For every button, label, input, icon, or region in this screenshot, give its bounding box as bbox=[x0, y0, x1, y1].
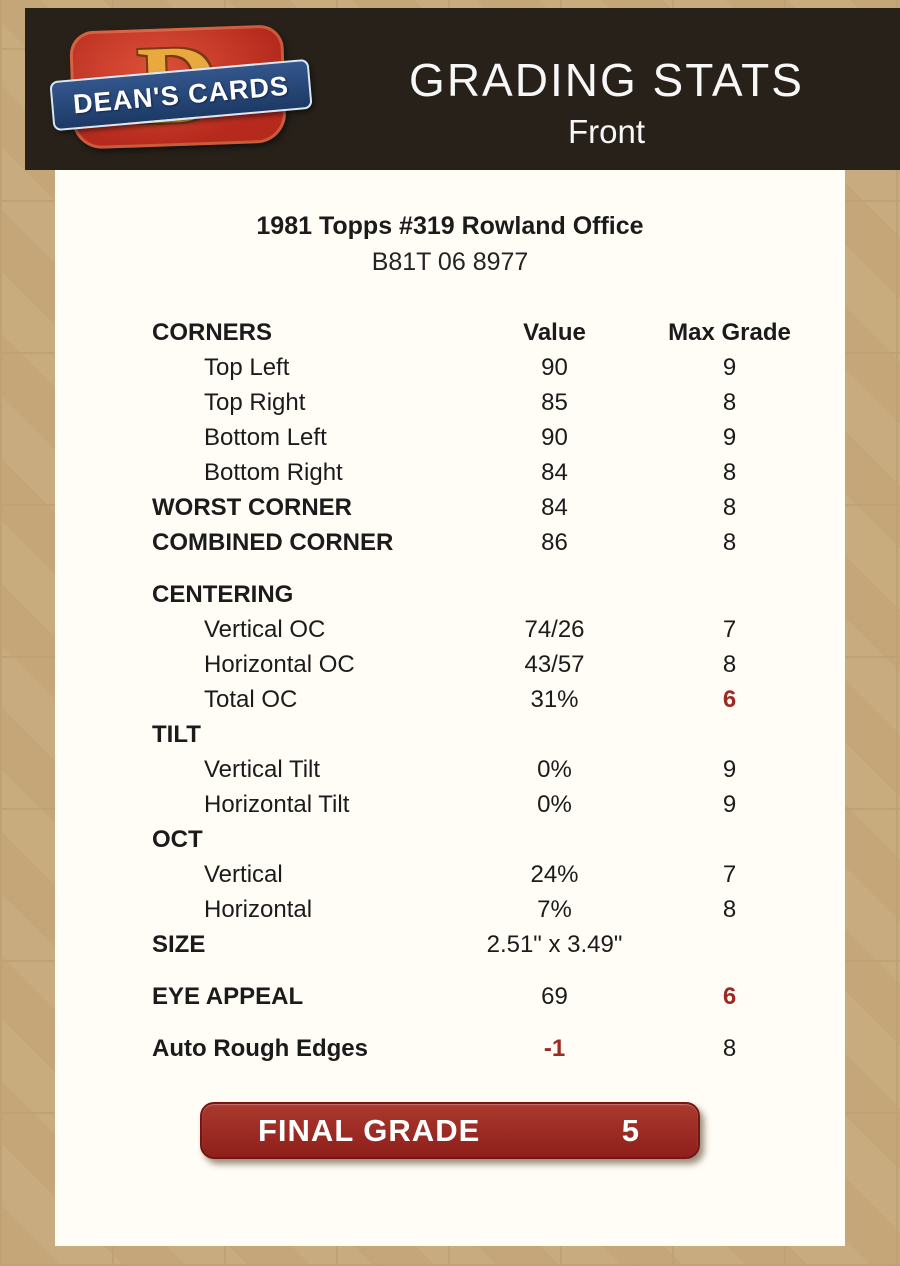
deans-cards-logo: D DEAN'S CARDS bbox=[49, 14, 329, 164]
stat-label: Vertical Tilt bbox=[204, 755, 321, 783]
stat-value: 43/57 bbox=[524, 650, 585, 678]
stat-max-grade: 8 bbox=[722, 458, 737, 486]
stats-row: Horizontal Tilt 0% 9 bbox=[152, 787, 817, 822]
stats-spacer bbox=[152, 560, 817, 577]
final-grade-value: 5 bbox=[621, 1112, 640, 1148]
stat-max-grade: 8 bbox=[722, 895, 737, 923]
stat-value: 0% bbox=[537, 790, 572, 818]
stat-label: Vertical bbox=[204, 860, 283, 888]
stats-row: COMBINED CORNER 86 8 bbox=[152, 525, 817, 560]
stats-row: CENTERING bbox=[152, 577, 817, 612]
stat-label: Vertical OC bbox=[204, 615, 326, 643]
stats-row: Total OC 31% 6 bbox=[152, 682, 817, 717]
stat-label: COMBINED CORNER bbox=[152, 528, 394, 556]
stats-row: Vertical OC 74/26 7 bbox=[152, 612, 817, 647]
stat-max-grade: 9 bbox=[722, 790, 737, 818]
stat-value: 31% bbox=[530, 685, 579, 713]
stat-max-grade: 7 bbox=[722, 615, 737, 643]
stat-label: Top Right bbox=[204, 388, 306, 416]
stat-value: 24% bbox=[530, 860, 579, 888]
stat-label: Horizontal bbox=[204, 895, 313, 923]
logo-text: DEAN'S CARDS bbox=[71, 70, 291, 119]
stat-max-grade: 8 bbox=[722, 388, 737, 416]
header-bar: D DEAN'S CARDS GRADING STATS Front bbox=[25, 8, 900, 170]
stat-value: 69 bbox=[541, 982, 568, 1010]
stat-label: CENTERING bbox=[152, 580, 294, 608]
stat-value: 90 bbox=[541, 423, 568, 451]
stats-row: Top Right 85 8 bbox=[152, 385, 817, 420]
content-panel: 1981 Topps #319 Rowland Office B81T 06 8… bbox=[55, 170, 845, 1246]
header-titles: GRADING STATS Front bbox=[329, 27, 900, 152]
stat-max-grade: 8 bbox=[722, 528, 737, 556]
card-title: 1981 Topps #319 Rowland Office bbox=[256, 212, 644, 240]
stats-row: EYE APPEAL 69 6 bbox=[152, 979, 817, 1014]
stat-label: TILT bbox=[152, 720, 201, 748]
stat-label: EYE APPEAL bbox=[152, 982, 304, 1010]
stat-value: 74/26 bbox=[524, 615, 585, 643]
stats-row: OCT bbox=[152, 822, 817, 857]
stat-max-grade: 8 bbox=[722, 493, 737, 521]
stat-value: 90 bbox=[541, 353, 568, 381]
stats-row: Horizontal OC 43/57 8 bbox=[152, 647, 817, 682]
final-grade-badge: FINAL GRADE 5 bbox=[200, 1102, 700, 1159]
stat-label: CORNERS bbox=[152, 318, 273, 346]
stat-max-grade: 6 bbox=[722, 982, 737, 1010]
stat-value: 84 bbox=[541, 458, 568, 486]
stat-label: WORST CORNER bbox=[152, 493, 352, 521]
stat-label: Top Left bbox=[204, 353, 290, 381]
card-serial-number: B81T 06 8977 bbox=[371, 248, 529, 276]
stats-spacer bbox=[152, 962, 817, 979]
stat-value: -1 bbox=[543, 1034, 566, 1062]
stats-row: Top Left 90 9 bbox=[152, 350, 817, 385]
stats-row: Auto Rough Edges -1 8 bbox=[152, 1031, 817, 1066]
stat-value: 85 bbox=[541, 388, 568, 416]
stat-max-grade: 8 bbox=[722, 650, 737, 678]
stat-max-grade: 6 bbox=[722, 685, 737, 713]
stat-label: Horizontal Tilt bbox=[204, 790, 350, 818]
stat-max-grade: 9 bbox=[722, 353, 737, 381]
stat-label: OCT bbox=[152, 825, 203, 853]
stat-max-grade: 9 bbox=[722, 423, 737, 451]
stats-row: Vertical 24% 7 bbox=[152, 857, 817, 892]
stat-label: Auto Rough Edges bbox=[152, 1034, 368, 1062]
stats-spacer bbox=[152, 1014, 817, 1031]
stats-row: WORST CORNER 84 8 bbox=[152, 490, 817, 525]
stats-table: CORNERS Value Max Grade Top Left 90 9 Top Righ… bbox=[152, 315, 817, 1066]
stat-value: 0% bbox=[537, 755, 572, 783]
stat-value: 84 bbox=[541, 493, 568, 521]
stat-max-grade: 8 bbox=[722, 1034, 737, 1062]
column-header-value: Value bbox=[523, 318, 586, 346]
stats-row: Bottom Right 84 8 bbox=[152, 455, 817, 490]
stat-value: 7% bbox=[537, 895, 572, 923]
stats-row: CORNERS Value Max Grade bbox=[152, 315, 817, 350]
stat-label: Bottom Left bbox=[204, 423, 327, 451]
stat-label: Total OC bbox=[204, 685, 298, 713]
stat-value: 2.51" x 3.49" bbox=[486, 930, 623, 958]
column-header-max-grade: Max Grade bbox=[668, 318, 791, 346]
page-title: GRADING STATS bbox=[409, 53, 804, 106]
stats-row: TILT bbox=[152, 717, 817, 752]
stat-max-grade: 9 bbox=[722, 755, 737, 783]
stat-value: 86 bbox=[541, 528, 568, 556]
page-subtitle: Front bbox=[567, 113, 646, 151]
stats-row: Bottom Left 90 9 bbox=[152, 420, 817, 455]
stats-row: Vertical Tilt 0% 9 bbox=[152, 752, 817, 787]
stat-label: SIZE bbox=[152, 930, 206, 958]
final-grade-label: FINAL GRADE bbox=[258, 1112, 481, 1148]
stat-max-grade: 7 bbox=[722, 860, 737, 888]
stat-label: Bottom Right bbox=[204, 458, 343, 486]
stats-row: SIZE 2.51" x 3.49" bbox=[152, 927, 817, 962]
stat-label: Horizontal OC bbox=[204, 650, 355, 678]
stats-row: Horizontal 7% 8 bbox=[152, 892, 817, 927]
